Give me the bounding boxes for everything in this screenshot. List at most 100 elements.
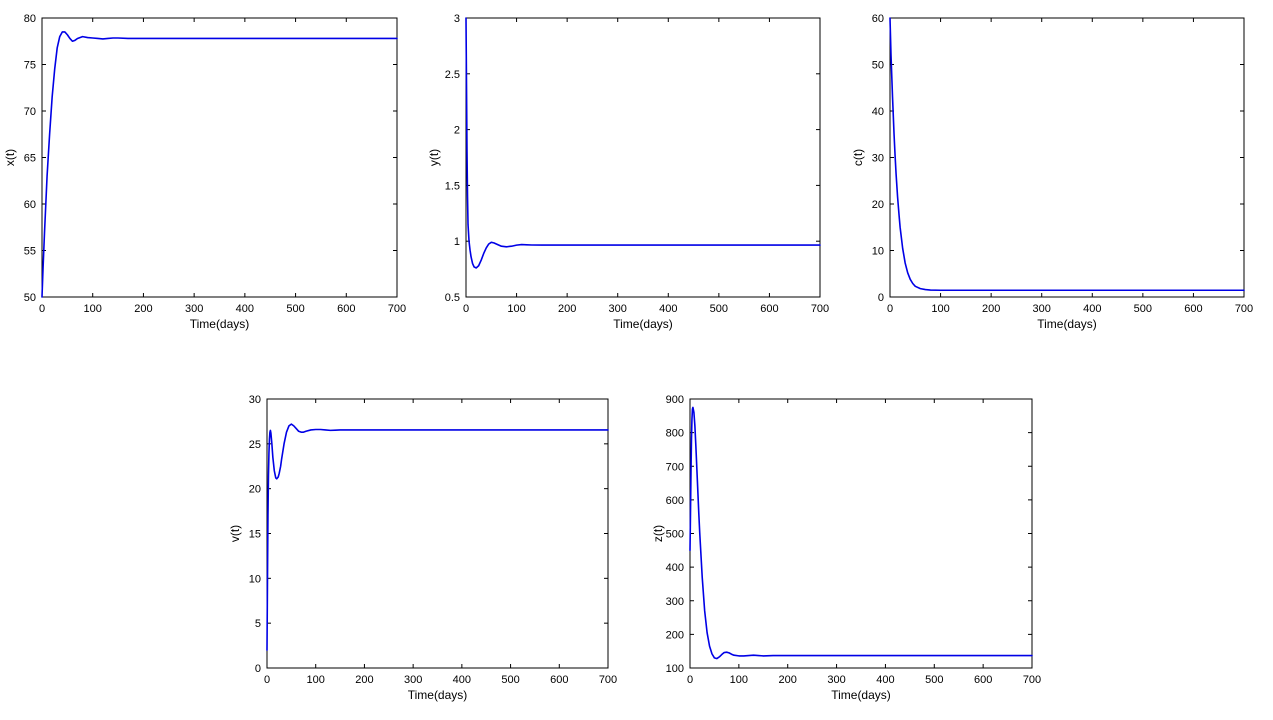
x-tick-label: 0 [264, 674, 270, 686]
axes-frame [465, 17, 821, 298]
x-tick-label: 300 [609, 303, 627, 315]
chart-panel-2: 0 100 200 300 400 500 600 700 0.5 1 1.5 2 2.5 3 Time(d… [427, 13, 829, 331]
x-tick-label: 200 [355, 674, 373, 686]
x-tick-label: 600 [760, 303, 778, 315]
y-tick-label: 200 [666, 629, 684, 641]
y-tick-label: 800 [666, 428, 684, 440]
axes-frame [266, 398, 609, 669]
x-tick-label: 100 [84, 303, 102, 315]
y-axis-label: y(t) [427, 149, 441, 166]
x-tick-label: 400 [876, 674, 894, 686]
x-tick-label: 100 [507, 303, 525, 315]
y-tick-label: 30 [872, 153, 884, 165]
x-tick-label: 600 [1184, 303, 1202, 315]
x-axis-label: Time(days) [1037, 317, 1097, 331]
y-tick-label: 300 [666, 596, 684, 608]
axes-frame [889, 17, 1245, 298]
y-tick-label: 30 [249, 394, 261, 406]
x-tick-label: 200 [134, 303, 152, 315]
y-tick-label: 10 [249, 573, 261, 585]
y-tick-label: 70 [24, 106, 36, 118]
x-tick-label: 300 [185, 303, 203, 315]
y-tick-label: 50 [872, 60, 884, 72]
y-tick-label: 0.5 [445, 292, 460, 304]
y-tick-label: 2.5 [445, 69, 460, 81]
x-tick-label: 500 [710, 303, 728, 315]
y-tick-label: 400 [666, 562, 684, 574]
series-line [266, 423, 609, 651]
y-tick-label: 60 [24, 199, 36, 211]
y-tick-label: 700 [666, 461, 684, 473]
x-axis-label: Time(days) [613, 317, 673, 331]
x-tick-label: 500 [1134, 303, 1152, 315]
x-tick-label: 400 [1083, 303, 1101, 315]
y-tick-label: 20 [249, 484, 261, 496]
axes-frame [41, 17, 398, 298]
y-tick-label: 50 [24, 292, 36, 304]
y-tick-label: 5 [255, 618, 261, 630]
x-tick-label: 600 [550, 674, 568, 686]
x-tick-label: 700 [811, 303, 829, 315]
x-tick-label: 700 [599, 674, 617, 686]
x-tick-label: 100 [931, 303, 949, 315]
y-tick-label: 15 [249, 529, 261, 541]
y-tick-label: 1 [454, 236, 460, 248]
x-tick-label: 400 [659, 303, 677, 315]
y-tick-label: 0 [878, 292, 884, 304]
y-axis-label: v(t) [228, 525, 242, 542]
y-tick-label: 20 [872, 199, 884, 211]
x-tick-label: 0 [887, 303, 893, 315]
y-axis-label: z(t) [651, 525, 665, 542]
x-tick-label: 500 [925, 674, 943, 686]
series-line [689, 406, 1033, 660]
x-tick-label: 600 [337, 303, 355, 315]
y-tick-label: 1.5 [445, 180, 460, 192]
x-tick-label: 200 [982, 303, 1000, 315]
chart-panel-1: 0 100 200 300 400 500 600 700 50 55 60 65 70 75 80 Time… [3, 13, 406, 331]
x-tick-label: 400 [453, 674, 471, 686]
axes-frame [689, 398, 1033, 669]
y-tick-label: 60 [872, 13, 884, 25]
x-tick-label: 700 [1235, 303, 1253, 315]
x-tick-label: 0 [39, 303, 45, 315]
x-tick-label: 300 [404, 674, 422, 686]
series-line [41, 31, 398, 298]
y-tick-label: 900 [666, 394, 684, 406]
x-axis-label: Time(days) [190, 317, 250, 331]
x-tick-label: 100 [307, 674, 325, 686]
x-tick-label: 500 [501, 674, 519, 686]
y-axis-label: x(t) [3, 149, 17, 166]
x-tick-label: 200 [558, 303, 576, 315]
x-tick-label: 100 [730, 674, 748, 686]
y-tick-label: 600 [666, 495, 684, 507]
y-tick-label: 25 [249, 439, 261, 451]
x-tick-label: 700 [388, 303, 406, 315]
x-tick-label: 600 [974, 674, 992, 686]
y-tick-label: 10 [872, 246, 884, 258]
y-tick-label: 0 [255, 663, 261, 675]
series-line [465, 17, 821, 269]
chart-panel-4: 0 100 200 300 400 500 600 700 0 5 10 15 20 25 30 Time(d… [228, 394, 617, 702]
x-tick-label: 400 [236, 303, 254, 315]
chart-panel-5: 0 100 200 300 400 500 600 700100200300400500600… [651, 394, 1041, 702]
x-tick-label: 300 [827, 674, 845, 686]
chart-panel-3: 0 100 200 300 400 500 600 700 0 10 20 30 40 50 60 Time(… [851, 13, 1253, 331]
y-tick-label: 75 [24, 60, 36, 72]
y-tick-label: 65 [24, 153, 36, 165]
x-tick-label: 500 [286, 303, 304, 315]
y-tick-label: 2 [454, 125, 460, 137]
y-tick-label: 500 [666, 529, 684, 541]
series-line [889, 17, 1245, 292]
x-tick-label: 200 [779, 674, 797, 686]
y-tick-label: 80 [24, 13, 36, 25]
y-axis-label: c(t) [851, 149, 865, 166]
x-tick-label: 0 [463, 303, 469, 315]
y-tick-label: 100 [666, 663, 684, 675]
y-tick-label: 55 [24, 246, 36, 258]
x-axis-label: Time(days) [408, 688, 468, 702]
x-tick-label: 700 [1023, 674, 1041, 686]
x-tick-label: 0 [687, 674, 693, 686]
x-axis-label: Time(days) [831, 688, 891, 702]
y-tick-label: 40 [872, 106, 884, 118]
